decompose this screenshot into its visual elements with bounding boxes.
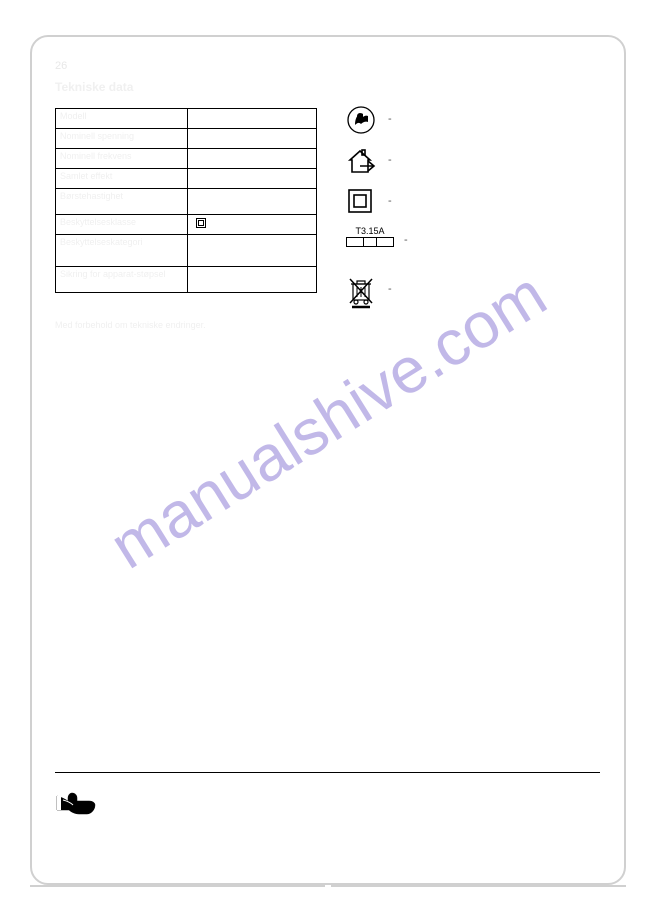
section-heading: Tekniske data xyxy=(55,80,133,94)
spec-value xyxy=(187,267,316,293)
table-row: Børstehastighet xyxy=(56,189,317,215)
indoor-use-icon xyxy=(346,146,380,181)
pointing-hand-icon xyxy=(55,790,97,821)
spec-label: Børstehastighet xyxy=(56,189,188,215)
symbol-row: - xyxy=(346,105,606,140)
symbol-desc: - xyxy=(388,195,392,207)
spec-value xyxy=(187,235,316,267)
horizontal-divider xyxy=(55,772,600,773)
symbols-column: ---T3.15A-- xyxy=(346,105,606,322)
symbol-row: - xyxy=(346,187,606,220)
read-manual-icon xyxy=(346,105,380,140)
symbol-row: T3.15A- xyxy=(346,226,606,247)
class2-inline-icon xyxy=(196,218,206,228)
spec-value xyxy=(187,215,316,235)
table-row: Beskyttelsesklasse xyxy=(56,215,317,235)
symbol-row: - xyxy=(346,146,606,181)
symbol-desc: - xyxy=(388,283,392,295)
table-row: Nominell frekvens xyxy=(56,149,317,169)
symbol-desc: - xyxy=(404,234,408,246)
spec-value xyxy=(187,169,316,189)
symbol-row: - xyxy=(346,275,606,316)
tech-note: Med forbehold om tekniske endringer. xyxy=(55,320,206,330)
spec-value xyxy=(187,129,316,149)
spec-label: Sikring for apparat-støpsel xyxy=(56,267,188,293)
spec-label: Samlet effekt xyxy=(56,169,188,189)
fuse-label: T3.15A xyxy=(346,226,394,236)
weee-icon xyxy=(346,275,380,316)
symbol-desc: - xyxy=(388,154,392,166)
symbol-desc: - xyxy=(388,113,392,125)
page-number: 26 xyxy=(55,60,67,72)
table-row: Modell xyxy=(56,109,317,129)
table-row: Sikring for apparat-støpsel xyxy=(56,267,317,293)
spec-label: Nominell spenning xyxy=(56,129,188,149)
spec-value xyxy=(187,189,316,215)
spec-value xyxy=(187,149,316,169)
spec-label: Nominell frekvens xyxy=(56,149,188,169)
fuse-box xyxy=(346,237,394,247)
spec-label: Modell xyxy=(56,109,188,129)
spec-label: Beskyttelseskategori xyxy=(56,235,188,267)
table-row: Nominell spenning xyxy=(56,129,317,149)
spec-label: Beskyttelsesklasse xyxy=(56,215,188,235)
table-row: Beskyttelseskategori xyxy=(56,235,317,267)
spec-table: ModellNominell spenningNominell frekvens… xyxy=(55,108,317,293)
fuse-icon: T3.15A xyxy=(346,226,396,247)
footer-bar xyxy=(30,885,626,887)
spec-value xyxy=(187,109,316,129)
table-row: Samlet effekt xyxy=(56,169,317,189)
class2-icon xyxy=(346,187,380,220)
